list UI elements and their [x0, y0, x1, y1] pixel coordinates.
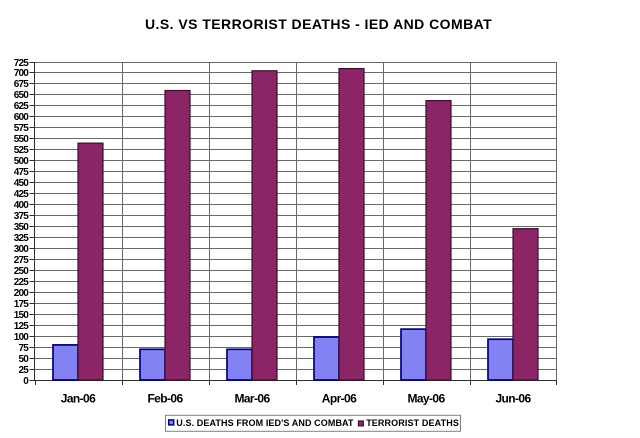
- svg-text:100: 100: [14, 332, 30, 343]
- svg-text:200: 200: [14, 288, 30, 299]
- svg-text:725: 725: [14, 58, 30, 69]
- svg-text:25: 25: [18, 365, 29, 376]
- svg-text:400: 400: [14, 200, 30, 211]
- svg-text:650: 650: [14, 90, 30, 101]
- svg-text:575: 575: [14, 123, 30, 134]
- svg-text:Apr-06: Apr-06: [322, 391, 357, 405]
- svg-text:U.S. DEATHS FROM IED'S AND COM: U.S. DEATHS FROM IED'S AND COMBAT: [176, 418, 354, 428]
- svg-text:May-06: May-06: [407, 391, 445, 405]
- svg-text:475: 475: [14, 167, 30, 178]
- svg-text:325: 325: [14, 233, 30, 244]
- svg-text:U.S. VS TERRORIST DEATHS - IED: U.S. VS TERRORIST DEATHS - IED AND COMBA…: [145, 16, 492, 32]
- svg-text:0: 0: [23, 376, 29, 387]
- svg-text:675: 675: [14, 79, 30, 90]
- svg-text:425: 425: [14, 189, 30, 200]
- svg-text:150: 150: [14, 310, 30, 321]
- svg-text:Jun-06: Jun-06: [495, 391, 531, 405]
- svg-text:300: 300: [14, 244, 30, 255]
- svg-text:175: 175: [14, 299, 30, 310]
- svg-text:Jan-06: Jan-06: [61, 391, 96, 405]
- svg-text:375: 375: [14, 211, 30, 222]
- svg-text:75: 75: [18, 343, 29, 354]
- svg-text:600: 600: [14, 112, 30, 123]
- svg-text:250: 250: [14, 266, 30, 277]
- svg-text:Feb-06: Feb-06: [147, 391, 183, 405]
- svg-text:225: 225: [14, 277, 30, 288]
- svg-text:50: 50: [18, 354, 29, 365]
- svg-text:625: 625: [14, 101, 30, 112]
- svg-text:550: 550: [14, 134, 30, 145]
- svg-text:275: 275: [14, 255, 30, 266]
- svg-text:700: 700: [14, 68, 30, 79]
- svg-text:TERRORIST DEATHS: TERRORIST DEATHS: [366, 418, 459, 428]
- svg-text:Mar-06: Mar-06: [234, 391, 270, 405]
- svg-text:525: 525: [14, 145, 30, 156]
- svg-text:125: 125: [14, 321, 30, 332]
- svg-text:500: 500: [14, 156, 30, 167]
- svg-text:450: 450: [14, 178, 30, 189]
- svg-text:350: 350: [14, 222, 30, 233]
